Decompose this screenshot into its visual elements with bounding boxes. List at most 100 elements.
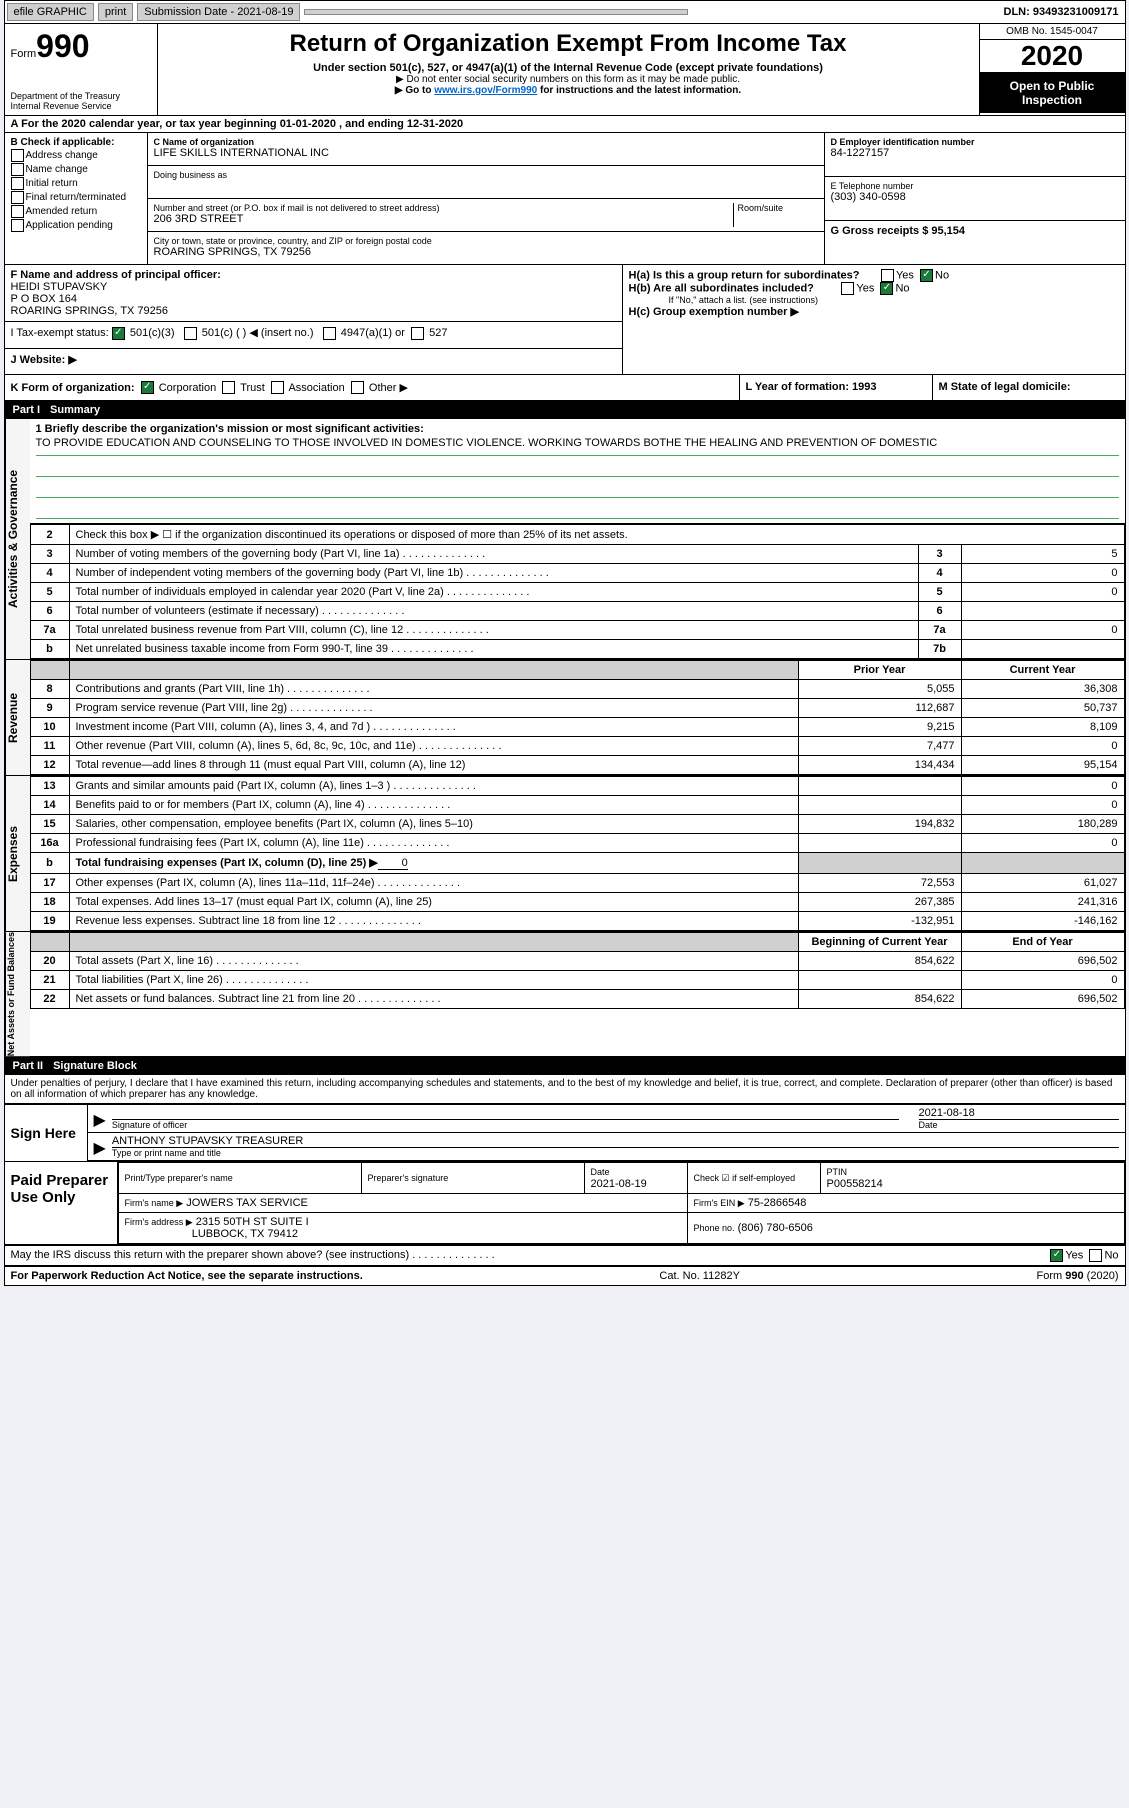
p11: 7,477	[798, 737, 961, 756]
c10: 8,109	[961, 718, 1124, 737]
chk-corp[interactable]	[141, 381, 154, 394]
note-2: ▶ Go to www.irs.gov/Form990 for instruct…	[162, 85, 975, 96]
arrow-icon-2: ▶	[94, 1138, 106, 1158]
expenses-table: 13Grants and similar amounts paid (Part …	[30, 776, 1125, 931]
officer-label: F Name and address of principal officer:	[11, 269, 616, 281]
sig-date-label: Date	[919, 1119, 1119, 1130]
hb-yes[interactable]	[841, 282, 854, 295]
firm-ein: 75-2866548	[748, 1197, 807, 1209]
c11: 0	[961, 737, 1124, 756]
chk-501c[interactable]	[184, 327, 197, 340]
chk-initial-return[interactable]: Initial return	[11, 177, 141, 190]
firm-addr2: LUBBOCK, TX 79412	[192, 1228, 298, 1240]
paid-preparer-right: Print/Type preparer's name Preparer's si…	[118, 1162, 1125, 1244]
col-c-name-address: C Name of organization LIFE SKILLS INTER…	[148, 133, 824, 264]
chk-assoc[interactable]	[271, 381, 284, 394]
p20: 854,622	[798, 952, 961, 971]
c22: 696,502	[961, 990, 1124, 1009]
chk-501c3[interactable]	[112, 327, 125, 340]
chk-app-pending[interactable]: Application pending	[11, 219, 141, 232]
officer-addr2: ROARING SPRINGS, TX 79256	[11, 305, 616, 317]
line-15: Salaries, other compensation, employee b…	[69, 815, 798, 834]
p17: 72,553	[798, 874, 961, 893]
chk-address-change[interactable]: Address change	[11, 149, 141, 162]
phone-label: E Telephone number	[831, 181, 1119, 191]
officer-addr1: P O BOX 164	[11, 293, 616, 305]
opt-527: 527	[429, 327, 447, 339]
c20: 696,502	[961, 952, 1124, 971]
ha-no[interactable]	[920, 269, 933, 282]
revenue-section: Revenue Prior YearCurrent Year 8Contribu…	[5, 660, 1125, 776]
line-17: Other expenses (Part IX, column (A), lin…	[69, 874, 798, 893]
p14	[798, 796, 961, 815]
paid-preparer-table: Print/Type preparer's name Preparer's si…	[118, 1162, 1125, 1244]
line-5: Total number of individuals employed in …	[69, 583, 918, 602]
line-6: Total number of volunteers (estimate if …	[69, 602, 918, 621]
chk-name-change[interactable]: Name change	[11, 163, 141, 176]
irs-label: Internal Revenue Service	[11, 101, 151, 111]
governance-table: 2Check this box ▶ ☐ if the organization …	[30, 524, 1125, 659]
revenue-table: Prior YearCurrent Year 8Contributions an…	[30, 660, 1125, 775]
c8: 36,308	[961, 680, 1124, 699]
line-19: Revenue less expenses. Subtract line 18 …	[69, 912, 798, 931]
discuss-opts: Yes No	[1050, 1249, 1118, 1262]
netassets-table: Beginning of Current YearEnd of Year 20T…	[30, 932, 1125, 1009]
chk-trust[interactable]	[222, 381, 235, 394]
phone-cell: E Telephone number (303) 340-0598	[825, 177, 1125, 221]
c13: 0	[961, 777, 1124, 796]
cat-no: Cat. No. 11282Y	[659, 1270, 740, 1282]
line-22: Net assets or fund balances. Subtract li…	[69, 990, 798, 1009]
expenses-section: Expenses 13Grants and similar amounts pa…	[5, 776, 1125, 932]
part-1-header: Part I Summary	[5, 401, 1125, 419]
form-prefix: Form	[11, 48, 37, 60]
p13	[798, 777, 961, 796]
hb-no[interactable]	[880, 282, 893, 295]
line-9: Program service revenue (Part VIII, line…	[69, 699, 798, 718]
ha-yes[interactable]	[881, 269, 894, 282]
line-8: Contributions and grants (Part VIII, lin…	[69, 680, 798, 699]
spacer	[304, 9, 688, 15]
dba-cell: Doing business as	[148, 166, 824, 199]
col-b-checkboxes: B Check if applicable: Address change Na…	[5, 133, 148, 264]
col-b-header: B Check if applicable:	[11, 137, 141, 148]
sign-here-label: Sign Here	[5, 1105, 88, 1161]
firm-ph: (806) 780-6506	[738, 1222, 813, 1234]
discuss-yes[interactable]	[1050, 1249, 1063, 1262]
line-12: Total revenue—add lines 8 through 11 (mu…	[69, 756, 798, 775]
c19: -146,162	[961, 912, 1124, 931]
opt-corp: Corporation	[159, 382, 216, 394]
efile-button[interactable]: efile GRAPHIC	[7, 3, 94, 21]
row-k: K Form of organization: Corporation Trus…	[5, 375, 739, 401]
ptin-val: P00558214	[827, 1178, 883, 1190]
line-16b: Total fundraising expenses (Part IX, col…	[69, 853, 798, 874]
chk-other[interactable]	[351, 381, 364, 394]
ein-value: 84-1227157	[831, 147, 1119, 159]
chk-final-return[interactable]: Final return/terminated	[11, 191, 141, 204]
print-button[interactable]: print	[98, 3, 133, 21]
p8: 5,055	[798, 680, 961, 699]
paperwork-notice: For Paperwork Reduction Act Notice, see …	[11, 1270, 363, 1282]
addr-label: Number and street (or P.O. box if mail i…	[154, 203, 733, 213]
line-13: Grants and similar amounts paid (Part IX…	[69, 777, 798, 796]
instructions-link[interactable]: www.irs.gov/Form990	[434, 85, 537, 96]
hb-note: If "No," attach a list. (see instruction…	[629, 295, 1119, 305]
arrow-icon: ▶	[94, 1110, 106, 1130]
line-18: Total expenses. Add lines 13–17 (must eq…	[69, 893, 798, 912]
chk-amended[interactable]: Amended return	[11, 205, 141, 218]
chk-4947[interactable]	[323, 327, 336, 340]
mission-blank-2	[36, 477, 1119, 498]
tax-year: 2020	[980, 40, 1125, 73]
note2-pre: ▶ Go to	[395, 85, 434, 96]
discuss-no[interactable]	[1089, 1249, 1102, 1262]
h-c: H(c) Group exemption number ▶	[629, 305, 1119, 318]
prep-date: 2021-08-19	[591, 1178, 647, 1190]
p22: 854,622	[798, 990, 961, 1009]
chk-527[interactable]	[411, 327, 424, 340]
top-toolbar: efile GRAPHIC print Submission Date - 20…	[5, 1, 1125, 24]
prep-date-lbl: Date	[591, 1167, 610, 1177]
section-klm: K Form of organization: Corporation Trus…	[5, 375, 1125, 402]
form-footer: Form 990 (2020)	[1037, 1270, 1119, 1282]
line-7a: Total unrelated business revenue from Pa…	[69, 621, 918, 640]
org-name: LIFE SKILLS INTERNATIONAL INC	[154, 147, 818, 159]
line-20: Total assets (Part X, line 16)	[69, 952, 798, 971]
